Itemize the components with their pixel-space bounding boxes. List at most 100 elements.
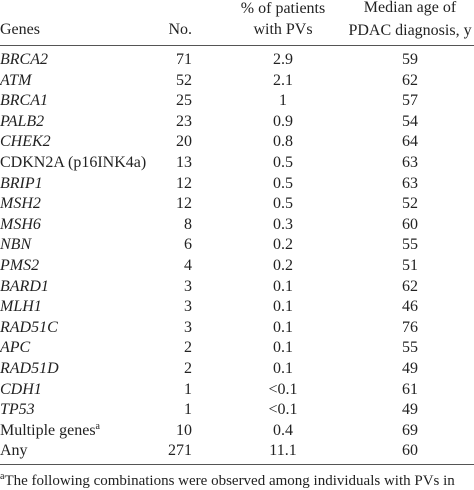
gene: APC [0, 339, 30, 357]
percent: 0.5 [273, 195, 293, 213]
median-age: 57 [402, 92, 418, 110]
count: 23 [176, 112, 192, 130]
gene-name: TP53 [0, 401, 35, 419]
gene-name: RAD51C [0, 318, 58, 336]
gene: Any [0, 442, 28, 460]
count: 12 [176, 195, 192, 213]
count: 8 [184, 215, 192, 233]
gene: TP53 [0, 401, 35, 419]
median-age: 51 [402, 257, 418, 274]
count: 1 [184, 401, 192, 419]
percent: 0.2 [273, 236, 293, 254]
header-rule [0, 45, 474, 46]
gene-name: PMS2 [0, 257, 40, 274]
median-age: 69 [402, 421, 418, 439]
count: 20 [176, 133, 192, 151]
gene-name: APC [0, 339, 31, 357]
median-age: 55 [402, 339, 418, 357]
header-age: PDAC diagnosis, y [348, 22, 472, 39]
gene: ATM [0, 72, 31, 90]
count: 271 [168, 442, 192, 460]
gene: MSH2 [0, 195, 41, 213]
gene: MSH6 [0, 216, 41, 234]
median-age: 61 [402, 380, 418, 398]
median-age: 62 [402, 277, 418, 295]
header-no: No. [168, 21, 192, 38]
count: 3 [184, 277, 192, 295]
gene-name: PALB2 [0, 112, 45, 130]
median-age: 49 [402, 360, 418, 377]
gene-name: MSH2 [0, 195, 41, 213]
percent: 0.4 [273, 421, 293, 439]
gene-name: BRIP1 [0, 174, 43, 192]
count: 52 [176, 71, 192, 89]
gene-name: CDH1 [0, 380, 42, 398]
gene: CDKN2A (p16INK4a) [0, 154, 146, 172]
footnote-mark: a [0, 471, 5, 482]
gene-name: BARD1 [0, 277, 49, 295]
percent: 1 [279, 92, 287, 110]
header-pct: % of patients [240, 0, 326, 17]
count: 13 [176, 154, 192, 171]
median-age: 55 [402, 236, 418, 254]
percent: 0.1 [273, 360, 293, 377]
count: 10 [176, 421, 192, 439]
median-age: 62 [402, 71, 418, 89]
bottom-rule [0, 464, 474, 465]
percent: 0.1 [273, 318, 293, 336]
gene-name: BRCA2 [0, 51, 48, 68]
footnote-mark: a [95, 420, 100, 432]
count: 12 [176, 174, 192, 192]
percent: 0.1 [273, 298, 293, 316]
gene: PALB2 [0, 113, 44, 131]
footnote: aThe following combinations were observe… [0, 472, 455, 490]
median-age: 76 [402, 318, 418, 336]
percent: 0.3 [273, 215, 293, 233]
gene: CHEK2 [0, 133, 51, 151]
gene-name: Multiple genes [0, 421, 96, 439]
count: 6 [184, 236, 192, 254]
median-age: 63 [402, 174, 418, 192]
median-age: 60 [402, 215, 418, 233]
count: 1 [184, 380, 192, 398]
header-age: Median age of [363, 0, 457, 16]
gene: RAD51D [0, 360, 59, 378]
percent: 2.9 [273, 51, 293, 68]
gene-name: RAD51D [0, 360, 59, 377]
count: 71 [176, 51, 192, 68]
gene: RAD51C [0, 319, 58, 337]
median-age: 46 [402, 298, 418, 316]
count: 2 [184, 339, 192, 357]
gene: CDH1 [0, 381, 42, 399]
gene: MLH1 [0, 298, 42, 316]
count: 2 [184, 360, 192, 377]
median-age: 52 [402, 195, 418, 213]
footnote-text: The following combinations were observed… [4, 473, 455, 489]
percent: 0.1 [273, 277, 293, 295]
median-age: 63 [402, 154, 418, 171]
percent: 0.5 [273, 154, 293, 171]
gene: BARD1 [0, 278, 49, 296]
gene-name: CHEK2 [0, 133, 51, 151]
median-age: 59 [402, 51, 418, 68]
gene-name: BRCA1 [0, 92, 48, 110]
percent: <0.1 [268, 380, 298, 398]
gene: BRIP1 [0, 175, 43, 193]
gene-name: NBN [0, 236, 32, 254]
gene: Multiple genesa [0, 420, 100, 440]
median-age: 60 [402, 442, 418, 460]
gene-name: CDKN2A (p16INK4a) [0, 154, 147, 171]
gene-name: ATM [0, 71, 32, 89]
gene-name: MSH6 [0, 215, 41, 233]
gene: BRCA2 [0, 51, 48, 69]
percent: 0.8 [273, 133, 293, 151]
header-pct: with PVs [253, 21, 313, 38]
count: 4 [184, 257, 192, 274]
gene: PMS2 [0, 257, 39, 275]
median-age: 49 [402, 401, 418, 419]
count: 3 [184, 318, 192, 336]
percent: 2.1 [273, 71, 293, 89]
gene-name: Any [0, 442, 28, 460]
gene: BRCA1 [0, 92, 48, 110]
